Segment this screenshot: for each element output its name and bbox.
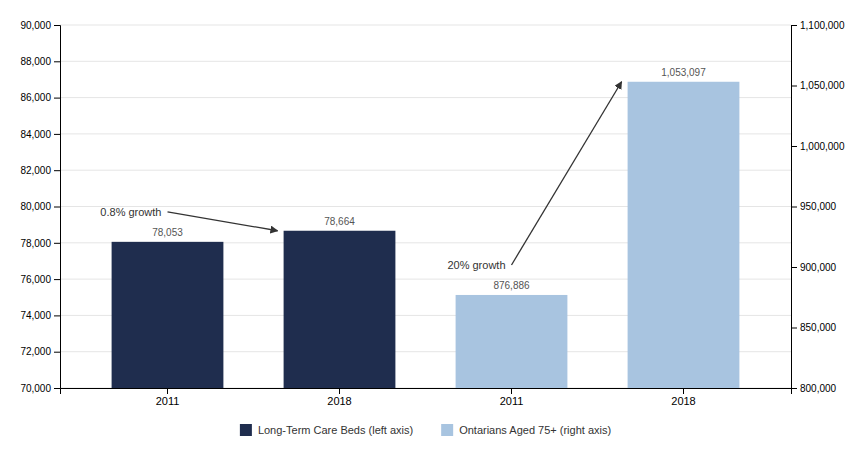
data-label: 1,053,097 [661,67,706,78]
plot: 70,000 72,000 74,000 76,000 78,000 80,000 82,0… [20,20,845,436]
tick-mark [791,207,797,208]
bar [456,295,568,388]
tick-mark [54,61,60,62]
tick: 2011 [500,388,524,407]
tick: 70,000 [20,383,60,394]
grid [60,25,791,388]
bar [628,82,740,388]
tick-mark [791,86,797,87]
annotations: 0.8% growth 20% growth [100,82,621,271]
tick: 1,000,000 [791,141,845,152]
legend-swatch [441,424,453,436]
tick: 76,000 [20,274,60,285]
tick-mark [54,279,60,280]
tick: 1,050,000 [791,80,845,91]
axis-line [61,389,792,395]
tick: 82,000 [20,165,60,176]
axis-line [54,26,61,389]
tick-mark [791,328,797,329]
data-label: 78,053 [152,227,183,238]
tick-label: 88,000 [20,56,51,67]
y2-axis: 800,000 850,000 900,000 950,000 1,000,000 1,0… [791,20,845,394]
tick: 88,000 [20,56,60,67]
tick-label: 900,000 [800,262,837,273]
y-axis: 70,000 72,000 74,000 76,000 78,000 80,000 82,0… [20,20,60,394]
tick-mark [167,388,168,394]
legend: Long-Term Care Beds (left axis) Ontarians… [240,424,611,436]
tick-label: 70,000 [20,383,51,394]
tick: 78,000 [20,238,60,249]
tick-mark [339,388,340,394]
tick: 850,000 [791,322,837,333]
tick-mark [791,146,797,147]
tick-mark [683,388,684,394]
axis-line [792,26,798,389]
tick: 80,000 [20,201,60,212]
tick-label: 72,000 [20,346,51,357]
tick-mark [54,352,60,353]
tick-label: 1,100,000 [800,20,845,31]
tick-label: 800,000 [800,383,837,394]
annotation-arrow [512,82,622,265]
grid-line [60,61,791,62]
tick-label: 2011 [500,395,524,407]
tick-label: 74,000 [20,310,51,321]
tick-label: 90,000 [20,20,51,31]
tick: 800,000 [791,383,837,394]
legend-swatch [240,424,252,436]
tick: 90,000 [20,20,60,31]
tick-label: 2018 [327,395,351,407]
data-label: 78,664 [324,216,355,227]
tick: 86,000 [20,92,60,103]
tick-mark [54,170,60,171]
tick-mark [54,388,60,389]
tick-label: 1,000,000 [800,141,845,152]
tick-label: 1,050,000 [800,80,845,91]
tick-label: 82,000 [20,165,51,176]
legend-label: Long-Term Care Beds (left axis) [258,424,413,436]
tick: 2018 [671,388,695,407]
tick-label: 86,000 [20,92,51,103]
tick: 2011 [156,388,180,407]
tick-label: 84,000 [20,129,51,140]
legend-item: Long-Term Care Beds (left axis) [240,424,413,436]
annotation: 20% growth [447,259,505,271]
tick: 72,000 [20,346,60,357]
tick-mark [54,243,60,244]
tick-mark [54,134,60,135]
tick-mark [511,388,512,394]
annotation-arrow [168,212,278,231]
legend-item: Ontarians Aged 75+ (right axis) [441,424,611,436]
tick-label: 2011 [156,395,180,407]
tick-mark [54,98,60,99]
tick: 84,000 [20,129,60,140]
tick-label: 850,000 [800,322,837,333]
grid-line [60,25,791,26]
tick-label: 78,000 [20,238,51,249]
bar [284,231,396,388]
tick: 2018 [327,388,351,407]
tick: 950,000 [791,201,837,212]
tick-label: 80,000 [20,201,51,212]
tick-label: 76,000 [20,274,51,285]
tick: 900,000 [791,262,837,273]
data-labels: 78,053 78,664 876,886 1,053,097 [152,67,706,291]
tick-label: 950,000 [800,201,837,212]
tick-mark [791,25,797,26]
tick: 74,000 [20,310,60,321]
tick-mark [791,267,797,268]
tick: 1,100,000 [791,20,845,31]
bars [112,82,740,388]
x-axis: 2011 2018 2011 2018 [61,388,792,407]
legend-label: Ontarians Aged 75+ (right axis) [459,424,611,436]
annotation: 0.8% growth [100,206,161,218]
tick-mark [54,207,60,208]
chart: 70,000 72,000 74,000 76,000 78,000 80,000 82,0… [0,0,866,463]
data-label: 876,886 [493,280,530,291]
tick-label: 2018 [671,395,695,407]
tick-mark [54,25,60,26]
tick-mark [54,315,60,316]
bar [112,242,224,388]
